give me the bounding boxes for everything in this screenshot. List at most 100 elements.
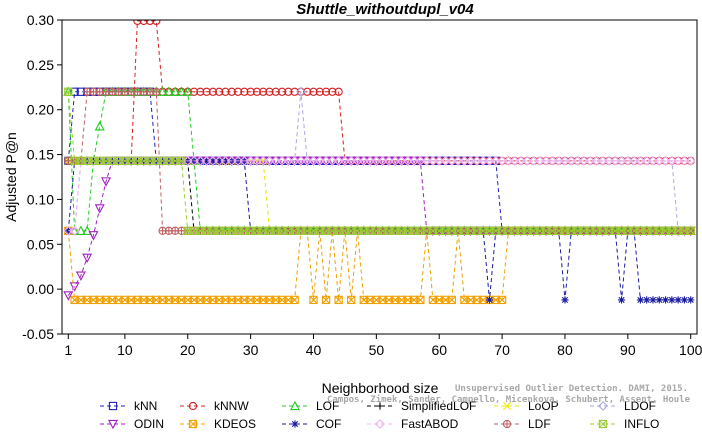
x-tick-label: 50 [369, 342, 385, 358]
series-point-FastABOD-1 [63, 225, 74, 236]
series-point-FastABOD-21 [189, 155, 199, 166]
series-point-COF-89 [617, 296, 626, 304]
legend-marker [188, 401, 198, 411]
series-point-COF-68 [485, 296, 494, 304]
series-point-FastABOD-74 [522, 155, 533, 166]
series-point-LOF-16 [157, 86, 168, 96]
series-point-FastABOD-68 [484, 155, 495, 166]
credit-line-2: Campos, Zimek, Sander, Campello, Micenko… [327, 394, 691, 405]
series-point-FastABOD-53 [390, 155, 401, 166]
legend-label: ODIN [134, 417, 164, 431]
series-point-FastABOD-51 [377, 155, 388, 166]
series-point-LOF-18 [170, 86, 181, 96]
series-point-FastABOD-50 [371, 155, 382, 166]
series-point-kNNW-12 [133, 20, 142, 26]
series-point-kNNW-24 [208, 87, 218, 96]
series-point-COF-23 [203, 157, 211, 165]
series-point-FastABOD-40 [308, 155, 319, 166]
series-point-kNNW-14 [145, 20, 155, 26]
series-point-FastABOD-72 [509, 155, 520, 166]
series-point-FastABOD-98 [673, 155, 684, 166]
y-tick-label: 0.30 [27, 12, 54, 28]
series-point-FastABOD-23 [201, 155, 212, 166]
series-point-FastABOD-47 [352, 155, 363, 166]
legend-label: SimplifiedLOF [401, 399, 476, 413]
series-point-ODIN-2 [69, 282, 80, 292]
series-point-COF-99 [680, 296, 689, 304]
series-point-FastABOD-57 [415, 155, 426, 166]
legend-item-LDOF: LDOF [590, 399, 656, 413]
legend-marker [376, 402, 384, 410]
series-point-KDEOS-57 [416, 295, 425, 305]
axes: 1 10 20 30 40 50 60 70 80 90 100 -0.05 0.00 0.05 0.10 0… [22, 12, 702, 358]
x-tick-label: 100 [679, 342, 702, 358]
series-point-FastABOD-92 [635, 155, 646, 166]
series-line-KDEOS [67, 230, 691, 301]
series-point-COF-98 [674, 296, 682, 304]
series-point-LOF-4 [82, 225, 93, 235]
series-point-FastABOD-86 [597, 155, 608, 166]
y-tick-label: 0.00 [27, 281, 54, 297]
series-point-FastABOD-31 [252, 155, 262, 166]
legend: kNN kNNW LOF SimplifiedLOF LoOP LDOF ODIN KDEOS… [100, 399, 659, 431]
legend-item-kNN: kNN [100, 399, 157, 413]
y-tick-label: 0.10 [27, 191, 54, 207]
series-line-kNNW [68, 20, 691, 162]
series-point-FastABOD-96 [660, 155, 671, 166]
legend-item-INFLO: INFLO [590, 417, 659, 431]
series-point-FastABOD-66 [472, 155, 482, 166]
series-point-FastABOD-24 [208, 155, 218, 166]
series-point-FastABOD-90 [622, 155, 633, 166]
series-point-FastABOD-83 [578, 155, 589, 166]
series-point-ODIN-1 [63, 291, 74, 301]
x-tick-label: 1 [64, 342, 72, 358]
credit-line-1: Unsupervised Outlier Detection. DAMI, 20… [455, 383, 688, 394]
series-point-kNNW-23 [202, 87, 211, 96]
series-point-KDEOS-44 [334, 295, 343, 305]
series-point-INFLO-1 [64, 87, 73, 96]
series-LoOP [64, 156, 695, 235]
legend-marker [108, 401, 118, 411]
y-tick-label: -0.05 [22, 326, 54, 342]
legend-label: COF [316, 417, 341, 431]
legend-item-FastABOD: FastABOD [367, 417, 459, 431]
series-point-kNNW-43 [328, 87, 337, 96]
series-point-FastABOD-59 [428, 155, 438, 166]
series-point-kNNW-30 [246, 87, 255, 96]
series-point-FastABOD-38 [296, 155, 306, 166]
series-point-KDEOS-62 [447, 295, 456, 305]
legend-item-LOF: LOF [282, 399, 339, 413]
legend-marker [502, 419, 512, 429]
series-point-FastABOD-100 [685, 155, 696, 166]
x-tick-label: 90 [620, 342, 636, 358]
legend-label: LoOP [528, 399, 559, 413]
series-point-FastABOD-49 [365, 155, 375, 166]
series-point-FastABOD-85 [591, 155, 602, 166]
series-point-ODIN-7 [100, 177, 112, 187]
series-INFLO [64, 87, 695, 235]
plot-area [63, 20, 696, 305]
series-point-FastABOD-97 [666, 155, 677, 166]
series-point-FastABOD-58 [421, 155, 432, 166]
series-point-FastABOD-48 [358, 155, 369, 166]
legend-item-ODIN: ODIN [100, 417, 164, 431]
series-line-ODIN [67, 160, 691, 296]
series-point-kNNW-32 [259, 87, 268, 96]
series-point-LOF-20 [182, 86, 193, 96]
legend-label: LDOF [624, 399, 656, 413]
legend-marker [598, 419, 608, 429]
series-point-FastABOD-55 [402, 155, 413, 166]
series-point-kNNW-28 [233, 87, 243, 96]
series-point-FastABOD-44 [333, 155, 344, 166]
series-point-kNNW-27 [227, 87, 236, 96]
x-tick-label: 70 [494, 342, 510, 358]
series-point-kNNW-44 [334, 87, 343, 96]
legend-marker [503, 402, 511, 410]
x-tick-label: 40 [306, 342, 322, 358]
series-point-ODIN-6 [94, 204, 105, 214]
series-point-INFLO-19 [177, 156, 186, 166]
legend-item-LoOP: LoOP [494, 399, 559, 413]
series-point-FastABOD-25 [214, 155, 225, 166]
legend-label: INFLO [624, 417, 659, 431]
